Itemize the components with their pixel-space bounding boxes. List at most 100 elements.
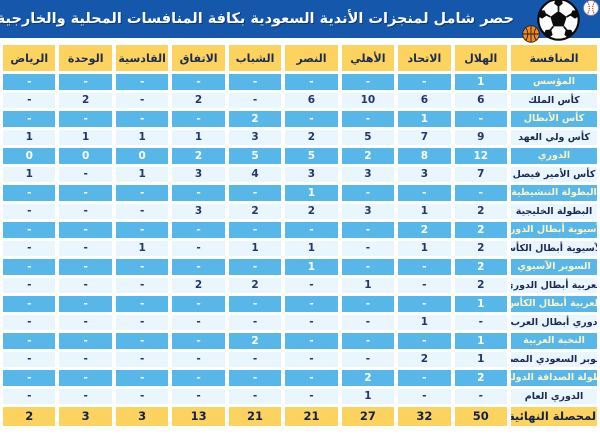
row-label: كأس الأمير فيصل — [511, 166, 597, 182]
data-cell: 3 — [341, 166, 395, 182]
total-cell: 13 — [172, 407, 225, 426]
data-cell: - — [3, 333, 56, 349]
data-cell: 3 — [341, 203, 395, 219]
data-cell: - — [59, 259, 112, 275]
row-label: البطولة الخليجية — [511, 203, 597, 219]
data-cell: 0 — [3, 148, 56, 164]
row-label: الآسيوية أبطال الكأس — [511, 240, 597, 256]
total-cell: 3 — [59, 407, 112, 426]
data-cell: 2 — [398, 222, 451, 238]
data-cell: - — [172, 370, 225, 386]
data-cell: 2 — [454, 370, 507, 386]
data-cell: 2 — [172, 277, 225, 293]
data-cell: - — [59, 370, 112, 386]
total-cell: 32 — [398, 407, 451, 426]
data-cell: 1 — [398, 111, 451, 127]
data-cell: 2 — [454, 222, 507, 238]
data-cell: - — [3, 203, 56, 219]
data-cell: - — [59, 240, 112, 256]
data-cell: 1 — [285, 259, 338, 275]
data-cell: - — [398, 259, 451, 275]
row-label: العربية أبطال الكأس — [511, 296, 597, 312]
data-cell: - — [115, 92, 169, 108]
data-cell: - — [3, 388, 56, 404]
data-cell: - — [172, 222, 225, 238]
column-header-club: الوحدة — [59, 45, 112, 71]
data-cell: 3 — [398, 166, 451, 182]
data-cell: - — [3, 92, 56, 108]
total-cell: 2 — [3, 407, 56, 426]
data-cell: - — [454, 111, 507, 127]
data-cell: 1 — [454, 351, 507, 367]
data-cell: 1 — [285, 185, 338, 201]
data-cell: - — [115, 296, 169, 312]
data-cell: - — [341, 240, 395, 256]
total-cell: 50 — [454, 407, 507, 426]
data-cell: - — [3, 240, 56, 256]
data-cell: 7 — [454, 166, 507, 182]
data-cell: - — [398, 277, 451, 293]
data-cell: - — [285, 388, 338, 404]
data-cell: 1 — [172, 129, 225, 145]
column-header-club: الأهلي — [341, 45, 395, 71]
data-cell: - — [59, 351, 112, 367]
data-cell: - — [228, 74, 282, 90]
data-cell: - — [172, 259, 225, 275]
data-cell: - — [285, 370, 338, 386]
row-label: البطولة التنشيطية — [511, 185, 597, 201]
data-cell: - — [398, 388, 451, 404]
data-cell: - — [115, 314, 169, 330]
data-cell: 1 — [341, 388, 395, 404]
data-cell: - — [115, 111, 169, 127]
data-cell: 2 — [285, 203, 338, 219]
data-cell: 2 — [454, 240, 507, 256]
data-cell: 1 — [115, 166, 169, 182]
data-cell: 2 — [285, 129, 338, 145]
total-cell: 21 — [228, 407, 282, 426]
data-cell: - — [398, 74, 451, 90]
data-cell: - — [341, 333, 395, 349]
data-cell: 2 — [172, 92, 225, 108]
data-cell: 6 — [454, 92, 507, 108]
data-cell: - — [59, 185, 112, 201]
data-cell: - — [228, 351, 282, 367]
data-cell: - — [115, 333, 169, 349]
data-cell: - — [285, 333, 338, 349]
data-cell: - — [172, 314, 225, 330]
column-header-competition: المنافسة — [511, 45, 597, 71]
data-cell: - — [172, 240, 225, 256]
data-cell: - — [228, 314, 282, 330]
row-label: بطولة الصداقة الدولية — [511, 370, 597, 386]
data-cell: 8 — [398, 148, 451, 164]
data-cell: - — [454, 185, 507, 201]
data-cell: - — [3, 351, 56, 367]
data-cell: 3 — [172, 166, 225, 182]
data-cell: 1 — [285, 240, 338, 256]
data-cell: 2 — [228, 333, 282, 349]
data-cell: - — [285, 351, 338, 367]
data-cell: 1 — [398, 203, 451, 219]
data-cell: - — [3, 277, 56, 293]
data-cell: - — [228, 92, 282, 108]
data-cell: - — [285, 111, 338, 127]
data-cell: - — [59, 277, 112, 293]
row-label: الآسيوية أبطال الدوري — [511, 222, 597, 238]
data-cell: - — [228, 388, 282, 404]
data-cell: 1 — [228, 240, 282, 256]
data-cell: - — [341, 259, 395, 275]
total-cell: 27 — [341, 407, 395, 426]
data-cell: - — [341, 314, 395, 330]
row-label: كأس ولي العهد — [511, 129, 597, 145]
data-cell: 3 — [228, 129, 282, 145]
data-cell: 1 — [3, 166, 56, 182]
column-header-club: النصر — [285, 45, 338, 71]
row-label: المؤسس — [511, 74, 597, 90]
total-row-label: المحصلة النهائية — [511, 407, 597, 426]
data-cell: - — [398, 370, 451, 386]
data-cell: - — [341, 296, 395, 312]
data-cell: - — [285, 277, 338, 293]
basketball-icon — [522, 25, 540, 43]
banner: حصر شامل لمنجزات الأندية السعودية بكافة … — [0, 0, 600, 43]
data-cell: 2 — [398, 351, 451, 367]
data-cell: 5 — [285, 148, 338, 164]
